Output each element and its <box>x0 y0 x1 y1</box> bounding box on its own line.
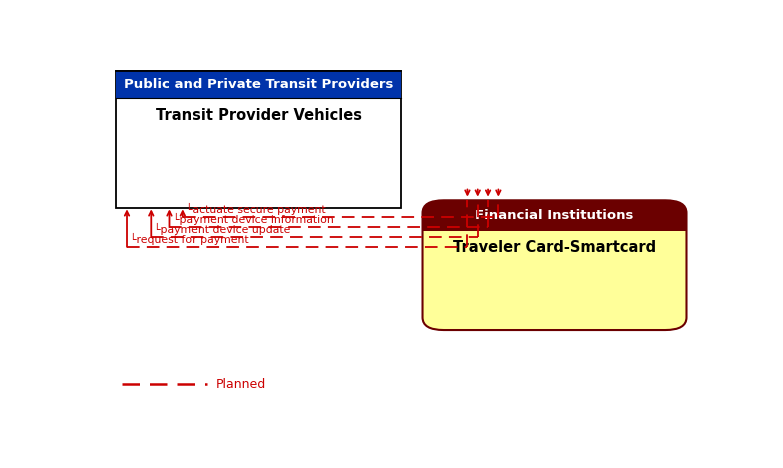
Text: └actuate secure payment: └actuate secure payment <box>186 203 326 215</box>
Text: Planned: Planned <box>216 378 266 391</box>
FancyBboxPatch shape <box>423 200 687 330</box>
Text: Transit Provider Vehicles: Transit Provider Vehicles <box>156 109 362 124</box>
FancyBboxPatch shape <box>116 71 402 207</box>
Text: Traveler Card-Smartcard: Traveler Card-Smartcard <box>453 240 656 255</box>
FancyBboxPatch shape <box>116 71 402 98</box>
FancyBboxPatch shape <box>423 216 687 231</box>
Text: Financial Institutions: Financial Institutions <box>475 209 633 222</box>
Text: Public and Private Transit Providers: Public and Private Transit Providers <box>124 78 393 91</box>
Text: └payment device information: └payment device information <box>172 213 334 225</box>
Text: └request for payment: └request for payment <box>130 233 249 245</box>
Text: └payment device update: └payment device update <box>154 223 290 235</box>
FancyBboxPatch shape <box>423 200 687 231</box>
